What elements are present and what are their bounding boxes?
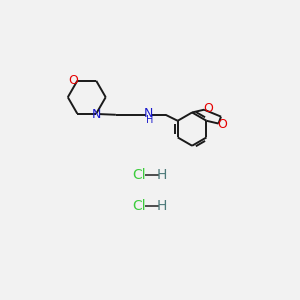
Text: H: H xyxy=(157,199,167,213)
Text: H: H xyxy=(157,168,167,182)
Text: Cl: Cl xyxy=(132,199,146,213)
Text: Cl: Cl xyxy=(132,168,146,182)
Text: O: O xyxy=(217,118,227,131)
Text: H: H xyxy=(146,115,153,125)
Text: N: N xyxy=(144,107,154,120)
Text: O: O xyxy=(68,74,78,87)
Text: N: N xyxy=(92,108,101,121)
Text: O: O xyxy=(203,103,213,116)
